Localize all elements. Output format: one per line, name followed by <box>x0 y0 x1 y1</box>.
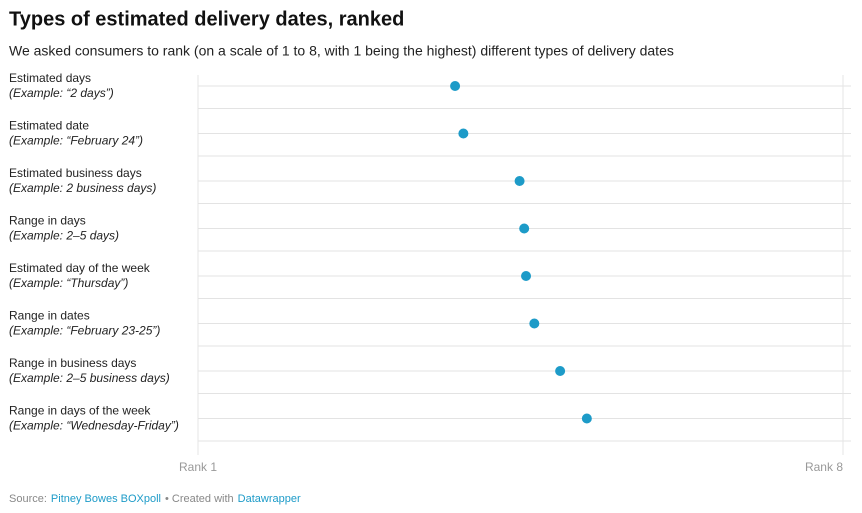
category-example: (Example: “February 23-25”) <box>9 324 160 338</box>
chart-title: Types of estimated delivery dates, ranke… <box>9 8 404 30</box>
category-example: (Example: “February 24”) <box>9 134 143 148</box>
category-example: (Example: 2–5 days) <box>9 229 119 243</box>
category-label: Estimated date <box>9 119 89 133</box>
category-label: Estimated business days <box>9 166 142 180</box>
dot <box>555 366 566 376</box>
category-example: (Example: “Thursday”) <box>9 276 128 290</box>
dot <box>514 176 525 186</box>
category-label: Estimated day of the week <box>9 261 151 275</box>
category-label: Range in dates <box>9 309 90 323</box>
dot <box>521 271 532 281</box>
footer-text: Source: <box>9 493 47 505</box>
footer-link[interactable]: Pitney Bowes BOXpoll <box>51 493 161 505</box>
dot <box>519 223 530 234</box>
category-label: Range in days <box>9 214 86 228</box>
footer-text: • Created with <box>165 493 234 505</box>
category-label: Range in business days <box>9 356 136 370</box>
dot <box>529 318 540 329</box>
footer-link[interactable]: Datawrapper <box>238 493 301 505</box>
category-label: Range in days of the week <box>9 404 151 418</box>
category-example: (Example: “Wednesday-Friday”) <box>9 419 179 433</box>
chart-subtitle: We asked consumers to rank (on a scale o… <box>9 43 674 59</box>
category-label: Estimated days <box>9 71 91 85</box>
dot <box>581 413 592 424</box>
x-tick-label: Rank 1 <box>179 460 217 474</box>
category-example: (Example: 2–5 business days) <box>9 371 170 385</box>
category-example: (Example: “2 days”) <box>9 86 114 100</box>
dot <box>450 81 461 91</box>
category-example: (Example: 2 business days) <box>9 181 156 195</box>
dot <box>458 128 469 139</box>
x-tick-label: Rank 8 <box>805 460 843 474</box>
